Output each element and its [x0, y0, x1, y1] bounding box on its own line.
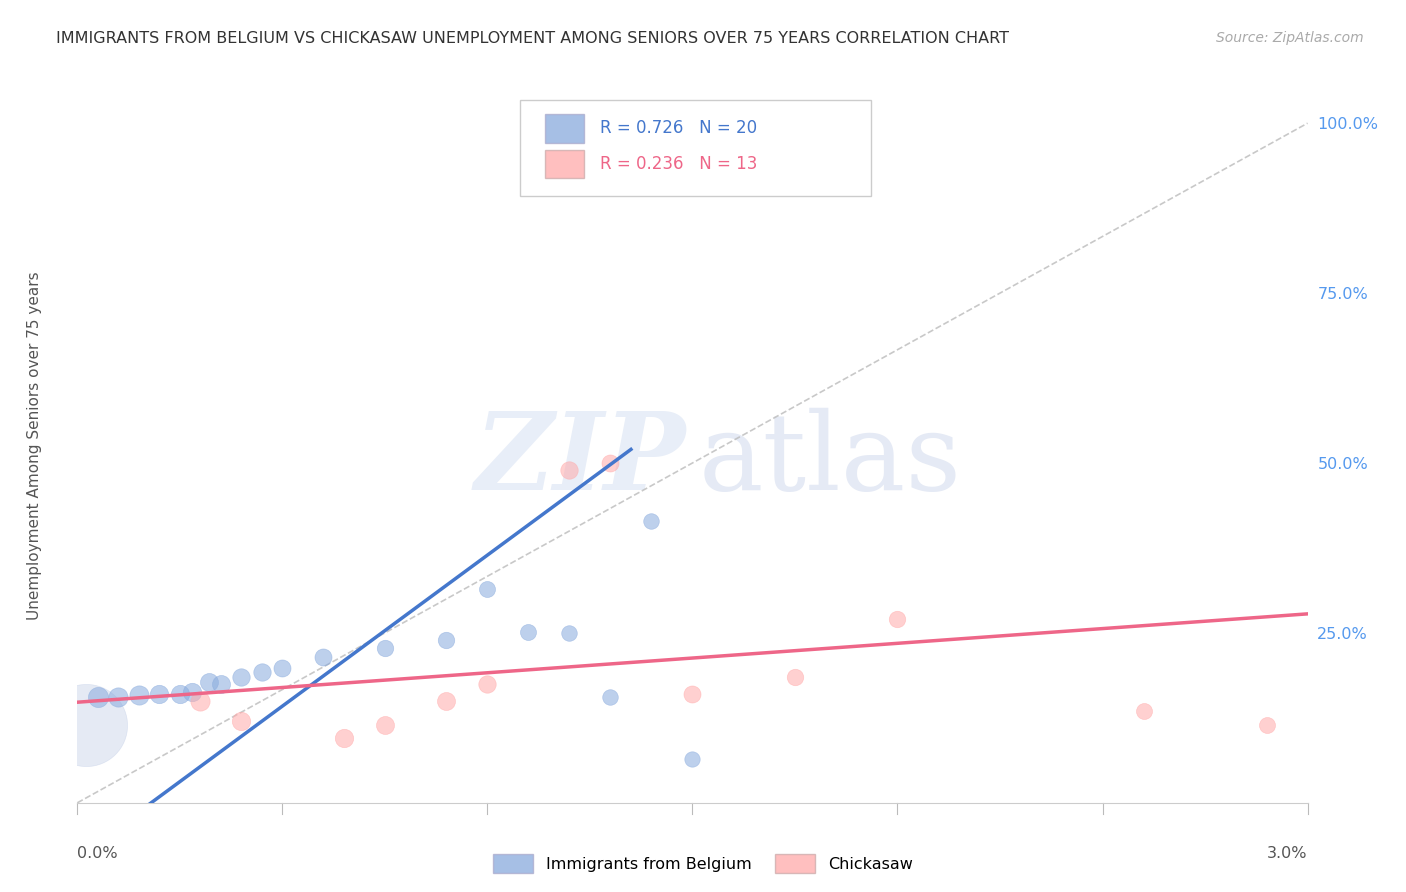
Text: Unemployment Among Seniors over 75 years: Unemployment Among Seniors over 75 years	[27, 272, 42, 620]
Point	[886, 612, 908, 626]
Point	[312, 649, 335, 664]
Legend: Immigrants from Belgium, Chickasaw: Immigrants from Belgium, Chickasaw	[486, 847, 920, 880]
Point	[599, 690, 621, 705]
Point	[517, 624, 540, 639]
Point	[1256, 717, 1278, 731]
Point	[197, 674, 219, 689]
Point	[181, 685, 204, 699]
Point	[148, 687, 170, 701]
Point	[231, 714, 253, 729]
Text: 3.0%: 3.0%	[1267, 846, 1308, 861]
Point	[271, 661, 294, 675]
Point	[231, 670, 253, 684]
Point	[477, 677, 499, 691]
Point	[477, 582, 499, 596]
Text: 0.0%: 0.0%	[77, 846, 118, 861]
Point	[333, 731, 356, 746]
Point	[558, 463, 581, 477]
Point	[87, 690, 110, 705]
Point	[640, 514, 662, 528]
Point	[128, 689, 150, 703]
Text: atlas: atlas	[699, 408, 962, 513]
Point	[436, 694, 458, 708]
Point	[209, 677, 232, 691]
Point	[783, 670, 806, 684]
Text: R = 0.236   N = 13: R = 0.236 N = 13	[600, 155, 758, 173]
Point	[107, 690, 129, 705]
Point	[1132, 704, 1154, 718]
Bar	[546, 150, 585, 178]
Text: ZIP: ZIP	[475, 408, 686, 513]
Bar	[546, 114, 585, 143]
Point	[682, 751, 704, 765]
Point	[558, 626, 581, 640]
Point	[374, 640, 396, 655]
Point	[250, 665, 273, 680]
Text: Source: ZipAtlas.com: Source: ZipAtlas.com	[1216, 31, 1364, 45]
FancyBboxPatch shape	[520, 100, 870, 196]
Text: R = 0.726   N = 20: R = 0.726 N = 20	[600, 120, 758, 137]
Point	[169, 687, 191, 701]
Point	[374, 717, 396, 731]
Point	[436, 632, 458, 647]
Text: IMMIGRANTS FROM BELGIUM VS CHICKASAW UNEMPLOYMENT AMONG SENIORS OVER 75 YEARS CO: IMMIGRANTS FROM BELGIUM VS CHICKASAW UNE…	[56, 31, 1010, 46]
Point	[599, 456, 621, 470]
Point	[190, 694, 212, 708]
Point	[75, 717, 97, 731]
Point	[682, 687, 704, 701]
